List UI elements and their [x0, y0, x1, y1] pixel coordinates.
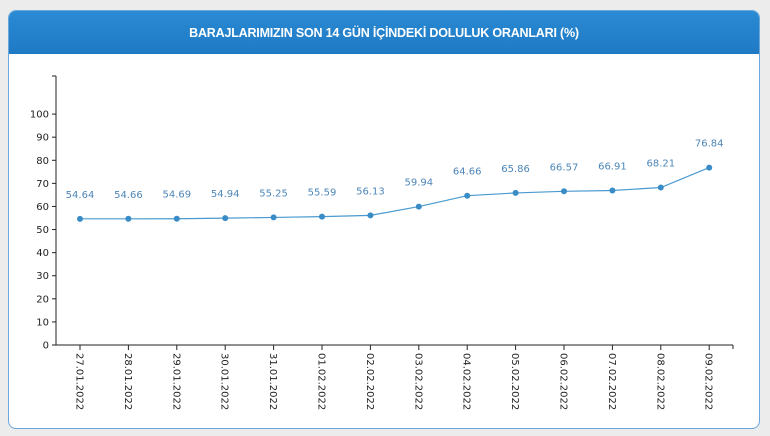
- chart-title: BARAJLARIMIZIN SON 14 GÜN İÇİNDEKİ DOLUL…: [9, 11, 759, 54]
- y-tick-label: 30: [36, 271, 49, 282]
- x-tick-label: 08.02.2022: [654, 353, 665, 410]
- x-tick-label: 27.01.2022: [74, 353, 85, 410]
- data-label: 68.21: [646, 159, 675, 170]
- data-label: 76.84: [695, 139, 724, 150]
- data-point: [125, 215, 132, 222]
- y-tick-label: 10: [36, 317, 49, 328]
- y-tick-label: 80: [36, 156, 49, 167]
- data-label: 65.86: [501, 164, 530, 175]
- y-tick-label: 40: [36, 248, 49, 259]
- x-tick-label: 05.02.2022: [509, 353, 520, 410]
- y-tick-label: 70: [36, 179, 49, 190]
- x-tick-label: 31.01.2022: [267, 353, 278, 410]
- y-tick-label: 0: [43, 341, 49, 352]
- data-label: 64.66: [453, 167, 482, 178]
- x-tick-label: 09.02.2022: [703, 353, 714, 410]
- data-point: [173, 215, 180, 222]
- data-label: 55.59: [308, 188, 337, 199]
- data-point: [706, 164, 713, 171]
- data-label: 66.57: [550, 162, 579, 173]
- data-label: 54.94: [211, 189, 240, 200]
- data-point: [77, 215, 83, 222]
- y-tick-label: 90: [36, 133, 49, 144]
- data-label: 54.64: [66, 190, 95, 201]
- data-label: 66.91: [598, 162, 627, 173]
- data-point: [464, 192, 471, 199]
- x-tick-label: 29.01.2022: [170, 353, 181, 410]
- y-tick-label: 20: [36, 294, 49, 305]
- series-line: [79, 167, 710, 220]
- data-point: [512, 189, 519, 196]
- data-label: 55.25: [259, 188, 288, 199]
- data-point: [270, 214, 277, 221]
- data-label: 59.94: [404, 178, 433, 189]
- data-point: [222, 215, 229, 222]
- x-tick-label: 03.02.2022: [412, 353, 423, 410]
- data-point: [561, 188, 567, 195]
- x-tick-label: 28.01.2022: [122, 353, 133, 410]
- data-label: 56.13: [356, 186, 385, 197]
- data-point: [609, 187, 616, 194]
- y-tick-label: 60: [36, 202, 49, 213]
- y-tick-label: 100: [30, 110, 49, 121]
- x-tick-label: 02.02.2022: [364, 353, 375, 410]
- data-point: [657, 184, 664, 191]
- data-point: [319, 213, 325, 220]
- x-tick-label: 06.02.2022: [558, 353, 569, 410]
- chart-card: BARAJLARIMIZIN SON 14 GÜN İÇİNDEKİ DOLUL…: [8, 10, 760, 429]
- x-tick-label: 01.02.2022: [316, 353, 327, 410]
- y-tick-label: 50: [36, 225, 49, 236]
- x-tick-label: 07.02.2022: [606, 353, 617, 410]
- x-tick-label: 04.02.2022: [461, 353, 472, 410]
- data-point: [367, 212, 374, 219]
- x-tick-label: 30.01.2022: [219, 353, 230, 410]
- data-label: 54.66: [114, 190, 143, 201]
- data-label: 54.69: [162, 190, 191, 201]
- data-point: [415, 203, 422, 210]
